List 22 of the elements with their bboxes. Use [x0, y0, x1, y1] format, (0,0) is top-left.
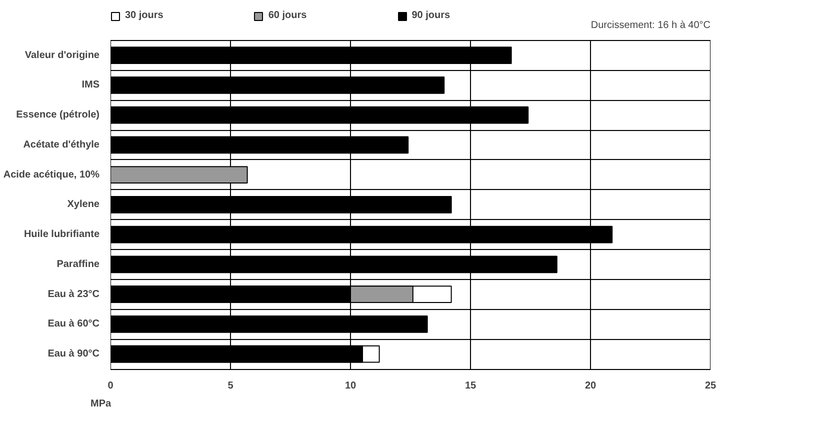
- legend-label: 30 jours: [125, 10, 164, 21]
- y-tick-label: Eau à 90°C: [48, 348, 100, 360]
- y-tick-label: Valeur d'origine: [24, 50, 100, 61]
- y-tick-label: Xylene: [67, 199, 100, 210]
- y-tick-label: Huile lubrifiante: [24, 229, 100, 240]
- x-tick-label: 0: [108, 380, 114, 392]
- y-tick-label: IMS: [82, 80, 100, 91]
- x-tick-label: 5: [228, 380, 234, 392]
- y-tick-label: Eau à 60°C: [48, 318, 100, 330]
- y-tick-label: Essence (pétrole): [16, 110, 100, 121]
- y-tick-label: Acétate d'éthyle: [23, 139, 100, 150]
- x-tick-label: 20: [584, 380, 596, 392]
- x-tick-label: 10: [344, 380, 356, 392]
- legend-label: 90 jours: [412, 10, 450, 21]
- x-tick-label: 25: [704, 380, 716, 392]
- y-tick-label: Paraffine: [56, 258, 100, 270]
- x-tick-label: 15: [464, 380, 476, 392]
- y-tick-label: Eau à 23°C: [48, 288, 100, 300]
- x-axis-title: MPa: [90, 398, 112, 410]
- text: Durcissement: 16 h à 40°C: [590, 20, 710, 31]
- y-tick-label: Acide acétique, 10%: [3, 169, 100, 180]
- legend-label: 60 jours: [268, 10, 307, 21]
